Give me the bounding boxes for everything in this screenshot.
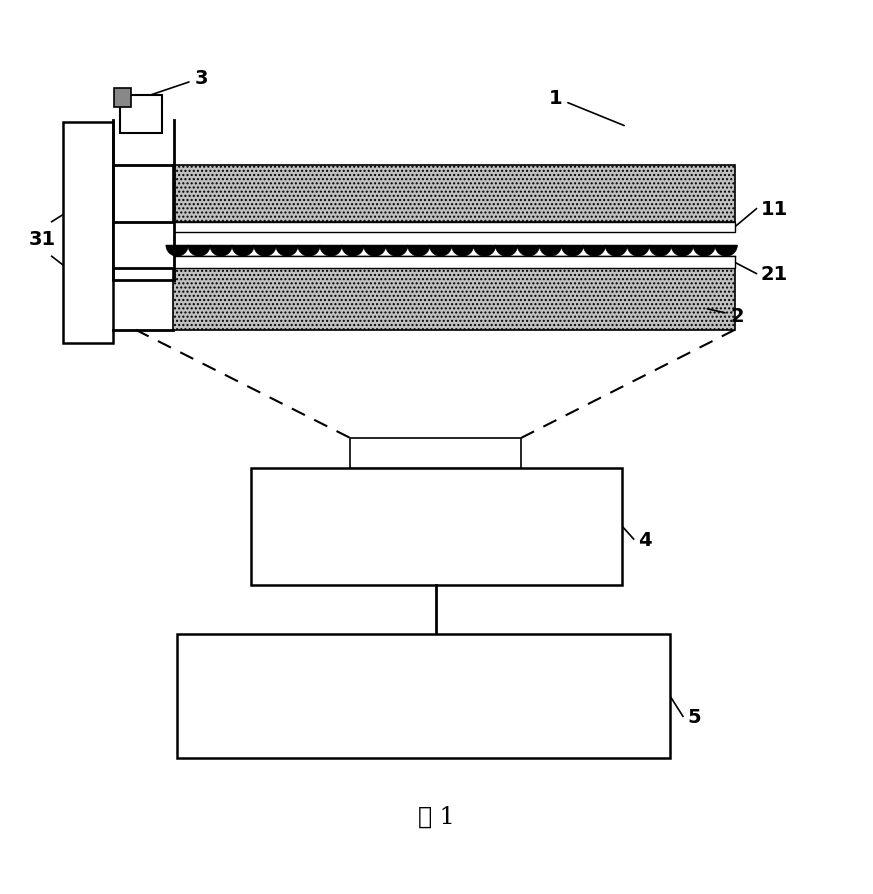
Wedge shape	[473, 246, 496, 257]
Text: 5: 5	[687, 707, 701, 726]
Bar	[350, 438, 521, 468]
Wedge shape	[693, 246, 716, 257]
Text: 11: 11	[760, 200, 788, 219]
Wedge shape	[210, 246, 232, 257]
Wedge shape	[298, 246, 320, 257]
Bar	[63, 123, 113, 343]
Wedge shape	[231, 246, 254, 257]
Text: 1: 1	[549, 89, 624, 126]
Bar	[251, 468, 622, 586]
Text: 21: 21	[760, 265, 788, 283]
Wedge shape	[540, 246, 561, 257]
Wedge shape	[561, 246, 584, 257]
Wedge shape	[518, 246, 540, 257]
Text: 31: 31	[29, 231, 56, 249]
Bar	[120, 96, 162, 134]
Bar	[177, 635, 670, 758]
Wedge shape	[254, 246, 276, 257]
Wedge shape	[363, 246, 386, 257]
Wedge shape	[276, 246, 299, 257]
Wedge shape	[649, 246, 671, 257]
Wedge shape	[671, 246, 693, 257]
Text: 2: 2	[707, 307, 744, 325]
Wedge shape	[451, 246, 474, 257]
Bar	[114, 89, 131, 107]
Wedge shape	[495, 246, 518, 257]
Wedge shape	[386, 246, 408, 257]
Bar	[173, 268, 735, 331]
Bar	[113, 223, 174, 268]
Wedge shape	[605, 246, 628, 257]
Bar	[173, 257, 735, 268]
Wedge shape	[430, 246, 452, 257]
Wedge shape	[166, 246, 189, 257]
Wedge shape	[341, 246, 364, 257]
Bar	[173, 166, 735, 223]
Text: 图 1: 图 1	[418, 805, 455, 828]
Wedge shape	[320, 246, 342, 257]
Text: 3: 3	[136, 69, 208, 101]
Wedge shape	[188, 246, 210, 257]
Bar	[173, 223, 735, 232]
Wedge shape	[408, 246, 430, 257]
Wedge shape	[583, 246, 606, 257]
Wedge shape	[627, 246, 650, 257]
Text: 4: 4	[638, 530, 651, 549]
Wedge shape	[715, 246, 738, 257]
